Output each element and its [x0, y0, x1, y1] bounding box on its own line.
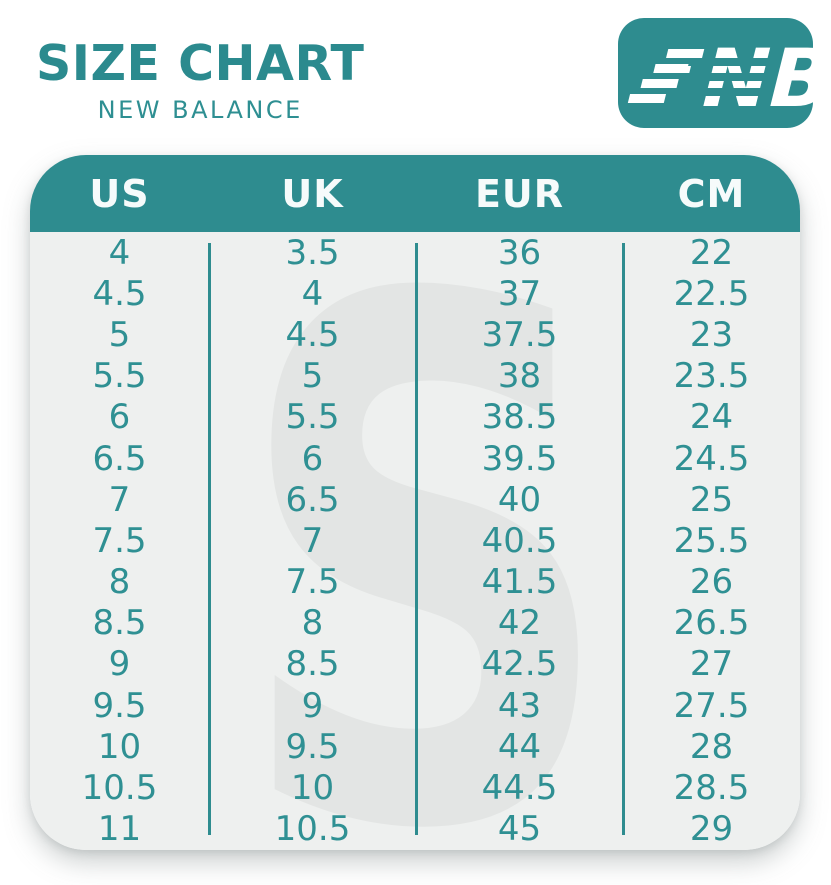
- column-divider-us-uk: [208, 243, 211, 835]
- size-cell-r14-uk: 10: [290, 768, 335, 809]
- column-header-cm: CM: [677, 171, 746, 216]
- size-cell-r14-us: 10.5: [81, 768, 158, 809]
- size-cell-r8-uk: 7: [301, 520, 324, 561]
- size-cell-r12-cm: 27.5: [673, 685, 750, 726]
- size-cell-r15-cm: 29: [689, 809, 734, 850]
- column-divider-uk-eur: [415, 243, 418, 835]
- size-cell-r4-us: 5.5: [92, 356, 147, 397]
- size-cell-r6-eur: 39.5: [481, 438, 558, 479]
- size-cell-r9-us: 8: [108, 562, 131, 603]
- size-cell-r2-uk: 4: [301, 273, 324, 314]
- column-header-us: US: [89, 171, 150, 216]
- size-cell-r7-eur: 40: [497, 479, 542, 520]
- size-cell-r4-eur: 38: [497, 356, 542, 397]
- column-header-uk: UK: [281, 171, 344, 216]
- size-cell-r14-cm: 28.5: [673, 768, 750, 809]
- column-divider-eur-cm: [622, 243, 625, 835]
- size-cell-r7-uk: 6.5: [285, 479, 340, 520]
- size-cell-r5-eur: 38.5: [481, 397, 558, 438]
- size-cell-r2-us: 4.5: [92, 273, 147, 314]
- size-cell-r12-us: 9.5: [92, 685, 147, 726]
- size-cell-r13-us: 10: [97, 726, 142, 767]
- size-cell-r3-us: 5: [108, 314, 131, 355]
- size-cell-r13-cm: 28: [689, 726, 734, 767]
- size-cell-r2-eur: 37: [497, 273, 542, 314]
- size-cell-r15-uk: 10.5: [274, 809, 351, 850]
- watermark-glyph: S: [233, 232, 617, 850]
- size-cell-r15-eur: 45: [497, 809, 542, 850]
- page-title: SIZE CHART: [36, 35, 365, 92]
- nb-logo-icon: NB: [627, 33, 813, 126]
- size-cell-r6-cm: 24.5: [673, 438, 750, 479]
- size-cell-r13-eur: 44: [497, 726, 542, 767]
- title-block: SIZE CHART NEW BALANCE: [36, 35, 365, 125]
- size-cell-r1-uk: 3.5: [285, 232, 340, 273]
- size-cell-r1-us: 4: [108, 232, 131, 273]
- size-cell-r1-eur: 36: [497, 232, 542, 273]
- size-cell-r10-eur: 42: [497, 603, 542, 644]
- size-table-card: US UK EUR CM S 4 3.5 36 22 4.5 4 37 22.5 5 4.5 37.…: [30, 155, 800, 850]
- size-cell-r8-eur: 40.5: [481, 520, 558, 561]
- size-cell-r6-uk: 6: [301, 438, 324, 479]
- page-subtitle: NEW BALANCE: [97, 96, 303, 125]
- size-cell-r11-cm: 27: [689, 644, 734, 685]
- size-cell-r5-us: 6: [108, 397, 131, 438]
- size-cell-r2-cm: 22.5: [673, 273, 750, 314]
- size-cell-r3-uk: 4.5: [285, 314, 340, 355]
- size-cell-r15-us: 11: [97, 809, 142, 850]
- size-cell-r10-uk: 8: [301, 603, 324, 644]
- size-cell-r1-cm: 22: [689, 232, 734, 273]
- size-cell-r7-cm: 25: [689, 479, 734, 520]
- size-cell-r10-us: 8.5: [92, 603, 147, 644]
- size-cell-r3-eur: 37.5: [481, 314, 558, 355]
- table-body: S 4 3.5 36 22 4.5 4 37 22.5 5 4.5 37.5 23 5.5 5 38 23.5…: [30, 232, 800, 850]
- new-balance-logo: NB: [618, 18, 813, 128]
- size-cell-r14-eur: 44.5: [481, 768, 558, 809]
- size-cell-r5-cm: 24: [689, 397, 734, 438]
- size-cell-r8-us: 7.5: [92, 520, 147, 561]
- watermark-letter: S: [233, 232, 617, 850]
- size-cell-r7-us: 7: [108, 479, 131, 520]
- table-body-grid: 4 3.5 36 22 4.5 4 37 22.5 5 4.5 37.5 23 5.5 5 38 23.5 6 5…: [30, 232, 800, 850]
- size-cell-r4-cm: 23.5: [673, 356, 750, 397]
- size-cell-r12-uk: 9: [301, 685, 324, 726]
- size-cell-r9-cm: 26: [689, 562, 734, 603]
- size-cell-r8-cm: 25.5: [673, 520, 750, 561]
- size-cell-r13-uk: 9.5: [285, 726, 340, 767]
- size-cell-r3-cm: 23: [689, 314, 734, 355]
- table-header-row: US UK EUR CM: [30, 155, 800, 232]
- size-cell-r11-us: 9: [108, 644, 131, 685]
- size-cell-r11-eur: 42.5: [481, 644, 558, 685]
- size-cell-r5-uk: 5.5: [285, 397, 340, 438]
- column-header-eur: EUR: [474, 171, 565, 216]
- size-cell-r4-uk: 5: [301, 356, 324, 397]
- size-cell-r9-eur: 41.5: [481, 562, 558, 603]
- size-cell-r6-us: 6.5: [92, 438, 147, 479]
- size-cell-r11-uk: 8.5: [285, 644, 340, 685]
- size-cell-r9-uk: 7.5: [285, 562, 340, 603]
- size-cell-r10-cm: 26.5: [673, 603, 750, 644]
- size-cell-r12-eur: 43: [497, 685, 542, 726]
